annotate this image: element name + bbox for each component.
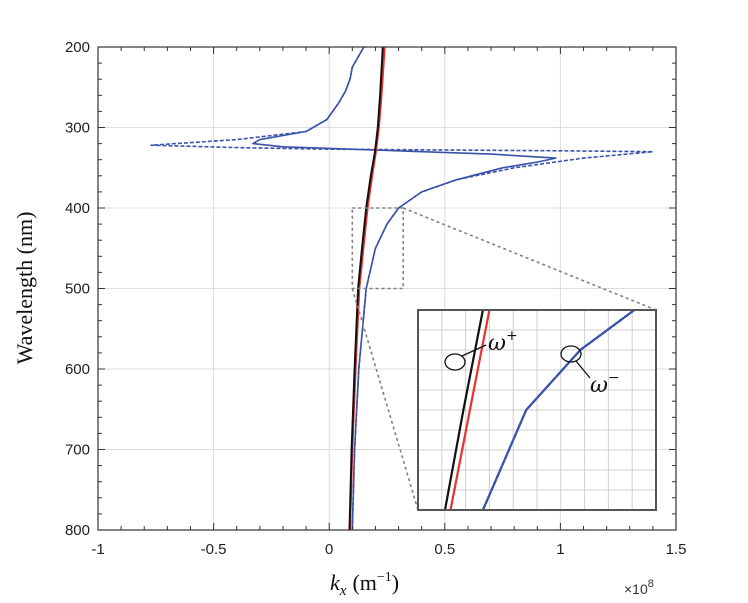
- zoom-indicator: [351, 207, 657, 511]
- annotation-circle: [560, 345, 582, 363]
- x-axis-subscript: x: [339, 583, 347, 599]
- x-axis-unit-close: ): [392, 570, 399, 595]
- omega-minus-sup: −: [608, 370, 620, 386]
- y-tick-label: 300: [65, 120, 90, 137]
- zoom-connector: [351, 288, 419, 511]
- series-line-blue-solid: [252, 46, 557, 531]
- annotation-leader: [575, 360, 591, 379]
- x-tick-label: 1: [556, 541, 564, 558]
- x-axis-symbol: k: [330, 570, 341, 595]
- y-axis-title: Wavelength (nm): [12, 212, 37, 365]
- x-tick-label: 0.5: [434, 541, 455, 558]
- x-multiplier-base: ×10: [624, 581, 648, 597]
- x-tick-label: -1: [91, 541, 104, 558]
- x-tick-label: -0.5: [201, 541, 227, 558]
- ticks: [97, 46, 677, 531]
- y-tick-label: 400: [65, 200, 90, 217]
- inset-frame: [417, 309, 657, 511]
- x-multiplier-exp: 8: [648, 578, 654, 590]
- x-axis-multiplier: ×108: [624, 578, 654, 597]
- y-tick-label: 500: [65, 281, 90, 298]
- inset-grid: [418, 310, 656, 510]
- y-tick-label: 200: [65, 39, 90, 56]
- zoom-connector: [402, 207, 657, 311]
- inset-series-line-red-solid: [449, 310, 491, 510]
- omega-minus-label: ω: [590, 373, 608, 398]
- annotation-circle: [444, 353, 466, 371]
- inset-series-line-black-solid: [443, 310, 484, 510]
- svg-text:ω−: ω−: [590, 370, 620, 398]
- x-tick-label: 0: [325, 541, 333, 558]
- inset-zoom: ω+ ω−: [417, 309, 657, 511]
- zoom-box: [351, 207, 404, 290]
- y-tick-label: 600: [65, 361, 90, 378]
- svg-text:ω+: ω+: [488, 328, 518, 356]
- x-axis-title: kx (m−1): [330, 570, 399, 599]
- inset-annotation-omega-plus: ω+: [444, 328, 518, 371]
- annotation-leader: [461, 344, 487, 357]
- x-tick-label: 1.5: [666, 541, 687, 558]
- omega-plus-sup: +: [506, 328, 518, 344]
- y-tick-label: 700: [65, 442, 90, 459]
- tick-labels: -1 -0.5 0 0.5 1 1.5 200 300 400 500 600 700 800: [65, 39, 686, 558]
- x-axis-unit-exp: −1: [377, 570, 392, 585]
- omega-plus-label: ω: [488, 331, 506, 356]
- y-tick-label: 800: [65, 522, 90, 539]
- inset-annotation-omega-minus: ω−: [560, 345, 620, 398]
- x-axis-unit: (m: [352, 570, 376, 595]
